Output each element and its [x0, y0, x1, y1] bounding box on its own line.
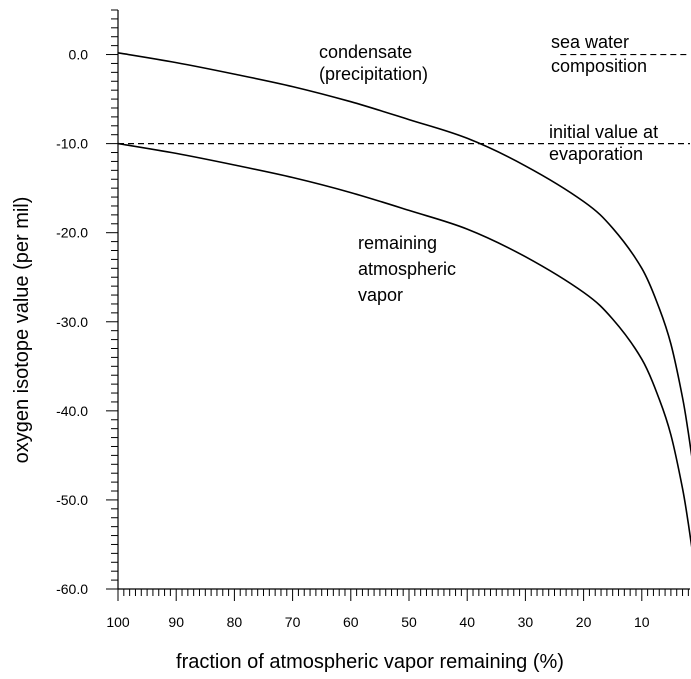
y-tick-label: -40.0 — [56, 403, 88, 419]
annotation-line: composition — [551, 56, 647, 76]
annotation-line: condensate — [319, 42, 412, 62]
annotation-initial-value: initial value at evaporation — [549, 122, 663, 164]
annotation-line: evaporation — [549, 144, 643, 164]
x-tick-label: 70 — [285, 614, 301, 630]
minor-ticks — [106, 9, 689, 601]
annotation-line: (precipitation) — [319, 64, 428, 84]
x-tick-labels: 100 90 80 70 60 50 40 30 20 10 — [106, 614, 649, 630]
annotation-line: vapor — [358, 285, 403, 305]
annotation-condensate: condensate (precipitation) — [319, 42, 428, 84]
annotation-line: remaining — [358, 233, 437, 253]
annotation-vapor: remaining atmospheric vapor — [358, 233, 461, 305]
annotation-line: sea water — [551, 32, 629, 52]
reference-lines — [118, 53, 690, 145]
y-tick-label: -30.0 — [56, 314, 88, 330]
y-tick-label: 0.0 — [69, 47, 89, 63]
series-line — [117, 142, 691, 548]
series-lines — [117, 52, 691, 548]
x-tick-label: 60 — [343, 614, 359, 630]
y-tick-label: -50.0 — [56, 492, 88, 508]
y-axis-title: oxygen isotope value (per mil) — [11, 197, 33, 464]
y-tick-labels: 0.0 -10.0 -20.0 -30.0 -40.0 -50.0 -60.0 — [56, 47, 88, 597]
annotation-line: initial value at — [549, 122, 658, 142]
annotation-sea-water: sea water composition — [551, 32, 647, 76]
x-tick-label: 90 — [168, 614, 184, 630]
series-line — [117, 52, 691, 457]
x-tick-label: 50 — [401, 614, 417, 630]
x-tick-label: 30 — [518, 614, 534, 630]
y-tick-label: -20.0 — [56, 225, 88, 241]
x-tick-label: 10 — [634, 614, 650, 630]
y-tick-label: -10.0 — [56, 136, 88, 152]
x-tick-label: 20 — [576, 614, 592, 630]
annotation-line: atmospheric — [358, 259, 456, 279]
axes — [117, 10, 690, 590]
x-axis-title: fraction of atmospheric vapor remaining … — [176, 651, 564, 673]
y-tick-label: -60.0 — [56, 581, 88, 597]
x-tick-label: 100 — [106, 614, 130, 630]
x-tick-label: 40 — [459, 614, 475, 630]
x-tick-label: 80 — [227, 614, 243, 630]
